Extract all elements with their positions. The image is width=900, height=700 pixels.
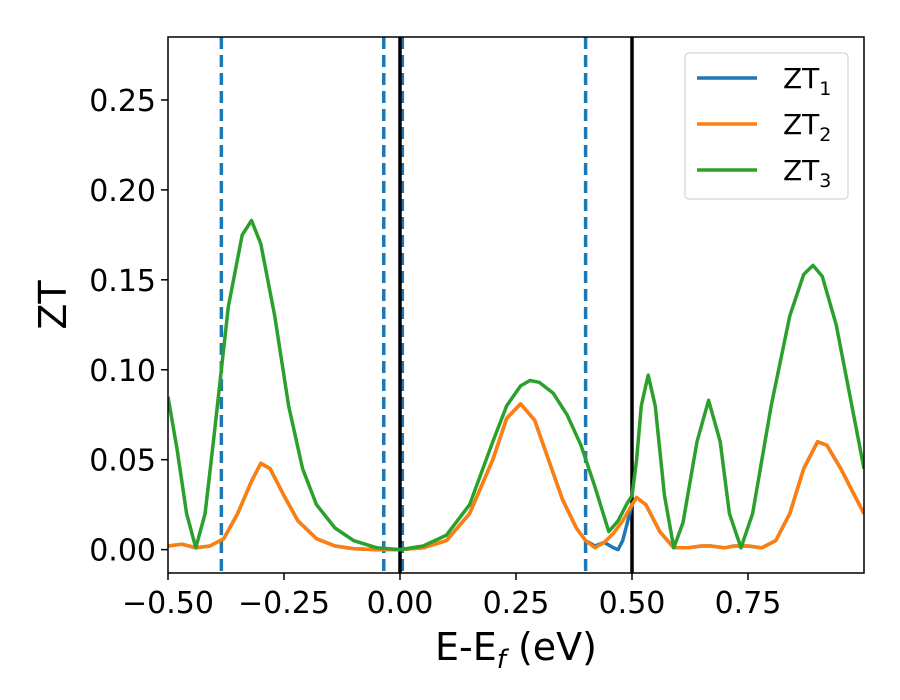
- x-axis-title: E-Ef (eV): [435, 625, 597, 675]
- x-tick-label: 0.00: [367, 586, 434, 621]
- y-tick-label: 0.15: [89, 264, 156, 299]
- y-tick-label: 0.10: [89, 354, 156, 389]
- series-line-zt3: [168, 218, 864, 552]
- series-group: [168, 218, 864, 552]
- x-tick-label: 0.50: [599, 586, 666, 621]
- legend-label-zt1: ZT1: [783, 62, 831, 100]
- y-axis-title: ZT: [31, 280, 75, 330]
- y-axis: 0.00 0.05 0.10 0.15 0.20 0.25: [89, 84, 168, 569]
- legend-label-zt2: ZT2: [783, 108, 831, 146]
- legend-frame: [684, 52, 849, 200]
- x-tick-label: 0.75: [715, 586, 782, 621]
- y-tick-label: 0.25: [89, 84, 156, 119]
- y-tick-label: 0.20: [89, 174, 156, 209]
- series-line-zt2: [168, 402, 864, 552]
- y-tick-label: 0.05: [89, 444, 156, 479]
- x-axis: −0.50 −0.25 0.00 0.25 0.50 0.75: [122, 573, 781, 621]
- y-tick-label: 0.00: [89, 534, 156, 569]
- x-tick-label: 0.25: [483, 586, 550, 621]
- legend: ZT1 ZT2 ZT3: [684, 52, 849, 200]
- x-tick-label: −0.50: [122, 586, 214, 621]
- x-tick-label: −0.25: [238, 586, 330, 621]
- legend-label-zt3: ZT3: [783, 154, 831, 192]
